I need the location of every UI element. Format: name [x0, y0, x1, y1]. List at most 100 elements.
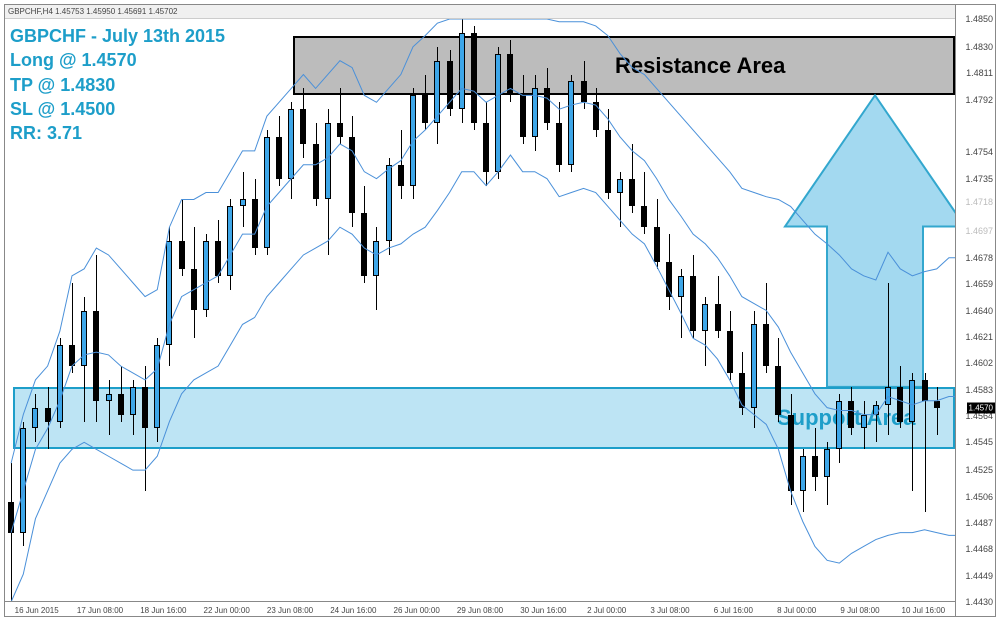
candle [922, 380, 928, 401]
candle [641, 206, 647, 227]
y-tick: 1.4754 [965, 147, 993, 157]
candle [617, 179, 623, 193]
candle [666, 262, 672, 297]
candle [361, 213, 367, 275]
candle [106, 394, 112, 401]
x-tick: 6 Jul 16:00 [714, 606, 753, 615]
candle [81, 311, 87, 367]
x-tick: 24 Jun 16:00 [330, 606, 376, 615]
chart-header: GBPCHF,H4 1.45753 1.45950 1.45691 1.4570… [5, 5, 955, 19]
x-tick: 16 Jun 2015 [15, 606, 59, 615]
candle [507, 54, 513, 96]
trade-info-overlay: GBPCHF - July 13th 2015 Long @ 1.4570 TP… [10, 24, 225, 145]
candle [276, 137, 282, 179]
y-tick: 1.4449 [965, 571, 993, 581]
y-tick: 1.4525 [965, 465, 993, 475]
y-tick: 1.4850 [965, 14, 993, 24]
candle [203, 241, 209, 310]
candle [763, 324, 769, 366]
y-tick: 1.4583 [965, 385, 993, 395]
x-tick: 9 Jul 08:00 [840, 606, 879, 615]
candle [836, 401, 842, 450]
candle [812, 456, 818, 477]
y-tick: 1.4811 [966, 68, 993, 78]
candle [483, 123, 489, 172]
candle [739, 373, 745, 408]
candle [252, 199, 258, 248]
candle [422, 95, 428, 123]
candle [191, 269, 197, 311]
x-tick: 26 Jun 00:00 [394, 606, 440, 615]
candle [690, 276, 696, 332]
price-axis: 1.48501.48301.48111.47921.47541.47351.47… [956, 4, 996, 617]
candle [166, 241, 172, 345]
candle [227, 206, 233, 275]
candle [678, 276, 684, 297]
candle [824, 449, 830, 477]
risk-reward: RR: 3.71 [10, 121, 225, 145]
y-tick: 1.4506 [965, 492, 993, 502]
y-tick: 1.4640 [965, 306, 993, 316]
x-axis: 16 Jun 201517 Jun 08:0018 Jun 16:0022 Ju… [5, 601, 955, 616]
y-tick: 1.4735 [965, 174, 993, 184]
candle [313, 144, 319, 200]
candle [605, 130, 611, 192]
x-tick: 17 Jun 08:00 [77, 606, 123, 615]
y-tick: 1.4621 [965, 332, 993, 342]
candle [715, 304, 721, 332]
candle [130, 387, 136, 415]
candle [179, 241, 185, 269]
candle [788, 415, 794, 491]
candle [373, 241, 379, 276]
candle [93, 311, 99, 401]
candle [325, 123, 331, 199]
candle [848, 401, 854, 429]
candle [240, 199, 246, 206]
candle [288, 109, 294, 178]
x-tick: 29 Jun 08:00 [457, 606, 503, 615]
y-tick: 1.4830 [965, 42, 993, 52]
candle [215, 241, 221, 276]
x-tick: 23 Jun 08:00 [267, 606, 313, 615]
candle [142, 387, 148, 429]
x-tick: 10 Jul 16:00 [902, 606, 946, 615]
candle [447, 61, 453, 110]
y-tick: 1.4678 [965, 253, 993, 263]
x-tick: 30 Jun 16:00 [520, 606, 566, 615]
candle [337, 123, 343, 137]
candle [45, 408, 51, 422]
x-tick: 22 Jun 00:00 [204, 606, 250, 615]
candle [118, 394, 124, 415]
x-tick: 2 Jul 00:00 [587, 606, 626, 615]
candle [702, 304, 708, 332]
candle [154, 345, 160, 428]
candle [57, 345, 63, 421]
candle [69, 345, 75, 366]
candle [556, 123, 562, 165]
y-tick: 1.4468 [965, 544, 993, 554]
candle [32, 408, 38, 429]
candle [654, 227, 660, 262]
candle [532, 88, 538, 137]
candle [544, 88, 550, 123]
y-tick: 1.4659 [965, 279, 993, 289]
y-tick: 1.4545 [965, 437, 993, 447]
candle [20, 428, 26, 532]
candle [885, 387, 891, 405]
candle [897, 387, 903, 422]
x-tick: 3 Jul 08:00 [650, 606, 689, 615]
candle [775, 366, 781, 415]
candle [264, 137, 270, 248]
candle [751, 324, 757, 407]
candle [349, 137, 355, 213]
stop-loss: SL @ 1.4500 [10, 97, 225, 121]
y-tick: 1.4602 [965, 358, 993, 368]
candle [727, 331, 733, 373]
candle [495, 54, 501, 172]
long-entry: Long @ 1.4570 [10, 48, 225, 72]
candle [800, 456, 806, 491]
y-tick: 1.4718 [965, 197, 993, 207]
candle [8, 502, 14, 533]
candle [300, 109, 306, 144]
current-price-marker: 1.4570 [967, 402, 995, 413]
